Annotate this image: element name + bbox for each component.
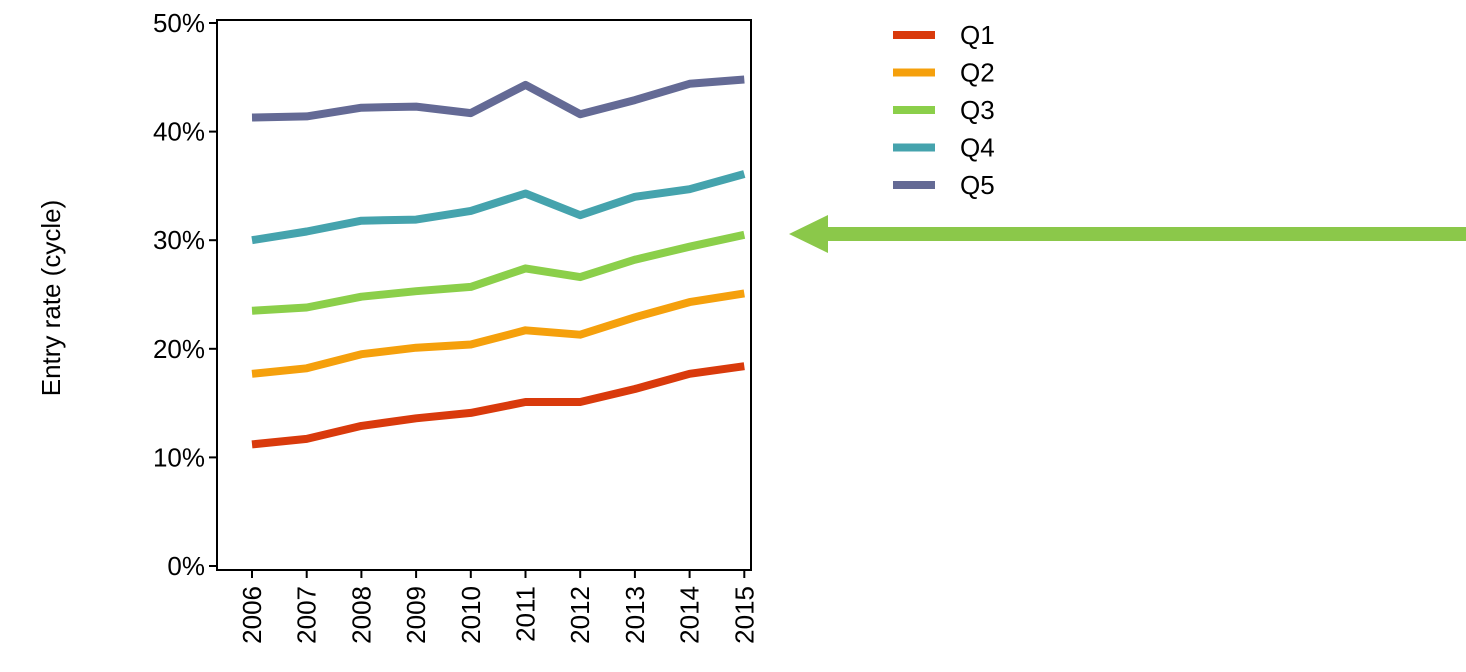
y-axis: 0% 10% 20% 30% 40% 50% xyxy=(153,8,217,581)
legend: Q1 Q2 Q3 Q4 Q5 xyxy=(893,20,995,200)
x-tick-label: 2015 xyxy=(729,586,759,644)
x-axis: 2006 2007 2008 2009 2010 2011 2012 2013 2014 2015 xyxy=(237,570,759,644)
series-layer xyxy=(251,75,746,449)
plot-frame xyxy=(216,19,752,571)
y-tick-label: 40% xyxy=(153,117,205,147)
legend-label-q1: Q1 xyxy=(960,20,995,50)
y-axis-title: Entry rate (cycle) xyxy=(36,200,66,397)
x-tick-label: 2007 xyxy=(292,586,322,644)
x-tick-label: 2009 xyxy=(401,586,431,644)
x-tick-label: 2012 xyxy=(565,586,595,644)
legend-label-q4: Q4 xyxy=(960,133,995,163)
y-tick-label: 20% xyxy=(153,334,205,364)
y-tick-label: 0% xyxy=(167,551,205,581)
series-line-q1 xyxy=(251,362,745,449)
series-line-q3 xyxy=(251,230,746,315)
arrow-head xyxy=(789,215,828,253)
y-tick-label: 50% xyxy=(153,8,205,38)
y-tick-label: 10% xyxy=(153,442,205,472)
x-tick-label: 2008 xyxy=(346,586,376,644)
legend-label-q5: Q5 xyxy=(960,170,995,200)
legend-label-q3: Q3 xyxy=(960,95,995,125)
y-tick-label: 30% xyxy=(153,225,205,255)
series-line-q4 xyxy=(251,170,746,245)
series-line-q2 xyxy=(251,289,745,378)
x-tick-label: 2011 xyxy=(511,586,541,642)
arrow-shaft xyxy=(826,227,1466,241)
x-tick-label: 2006 xyxy=(237,586,267,644)
x-tick-label: 2014 xyxy=(675,586,705,644)
x-tick-label: 2010 xyxy=(456,586,486,644)
legend-label-q2: Q2 xyxy=(960,58,995,88)
x-tick-label: 2013 xyxy=(620,586,650,644)
series-line-q5 xyxy=(251,75,745,122)
annotation-arrow xyxy=(789,215,1466,253)
